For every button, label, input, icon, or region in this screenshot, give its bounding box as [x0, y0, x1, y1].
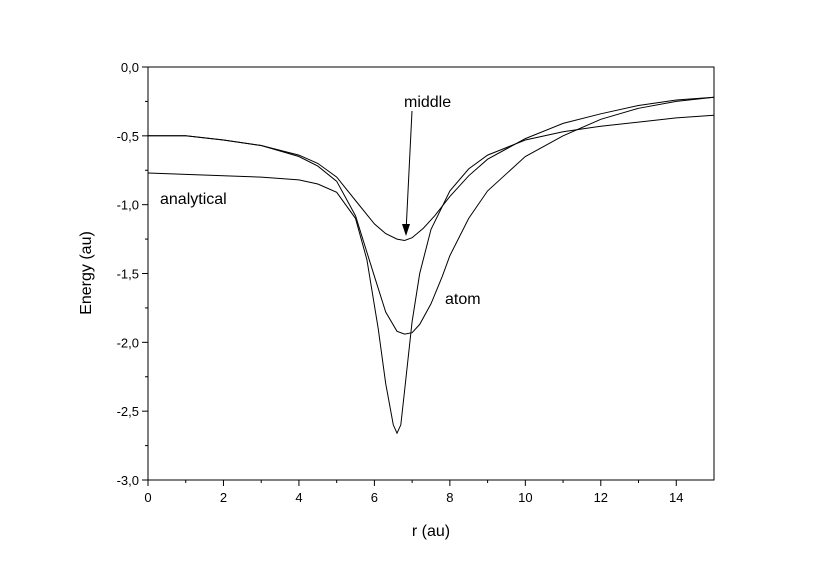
middle-arrow-shaft — [405, 110, 413, 233]
y-tick-label: -1,5 — [117, 267, 139, 282]
x-tick-label: 6 — [371, 490, 378, 505]
y-tick-label: 0,0 — [121, 60, 139, 75]
x-axis-ticks: 0 2 4 6 8 10 12 14 — [144, 480, 684, 505]
middle-arrow-head — [402, 224, 410, 236]
x-tick-label: 2 — [220, 490, 227, 505]
y-tick-label: -0,5 — [117, 129, 139, 144]
plot-frame — [147, 66, 715, 481]
y-tick-label: -1,0 — [117, 198, 139, 213]
plot-area — [147, 66, 715, 481]
y-axis-title: Energy (au) — [78, 231, 95, 315]
x-tick-label: 0 — [144, 490, 151, 505]
y-axis-ticks: 0,0 -0,5 -1,0 -1,5 -2,0 -2,5 -3,0 — [117, 60, 148, 488]
y-tick-label: -2,5 — [117, 404, 139, 419]
x-tick-label: 8 — [446, 490, 453, 505]
annotations: middle atom analytical — [160, 94, 481, 308]
x-tick-label: 14 — [669, 490, 683, 505]
annotation-analytical: analytical — [160, 191, 227, 208]
x-tick-label: 12 — [594, 490, 608, 505]
annotation-middle: middle — [404, 94, 451, 111]
x-tick-label: 10 — [518, 490, 532, 505]
series-lines — [147, 96, 715, 435]
series-line-1 — [148, 96, 715, 335]
x-tick-label: 4 — [295, 490, 302, 505]
series-line-0 — [148, 96, 715, 242]
annotation-atom: atom — [445, 291, 481, 308]
y-tick-label: -3,0 — [117, 473, 139, 488]
series-line-2 — [147, 114, 715, 435]
x-axis-title: r (au) — [412, 523, 450, 540]
y-tick-label: -2,0 — [117, 335, 139, 350]
